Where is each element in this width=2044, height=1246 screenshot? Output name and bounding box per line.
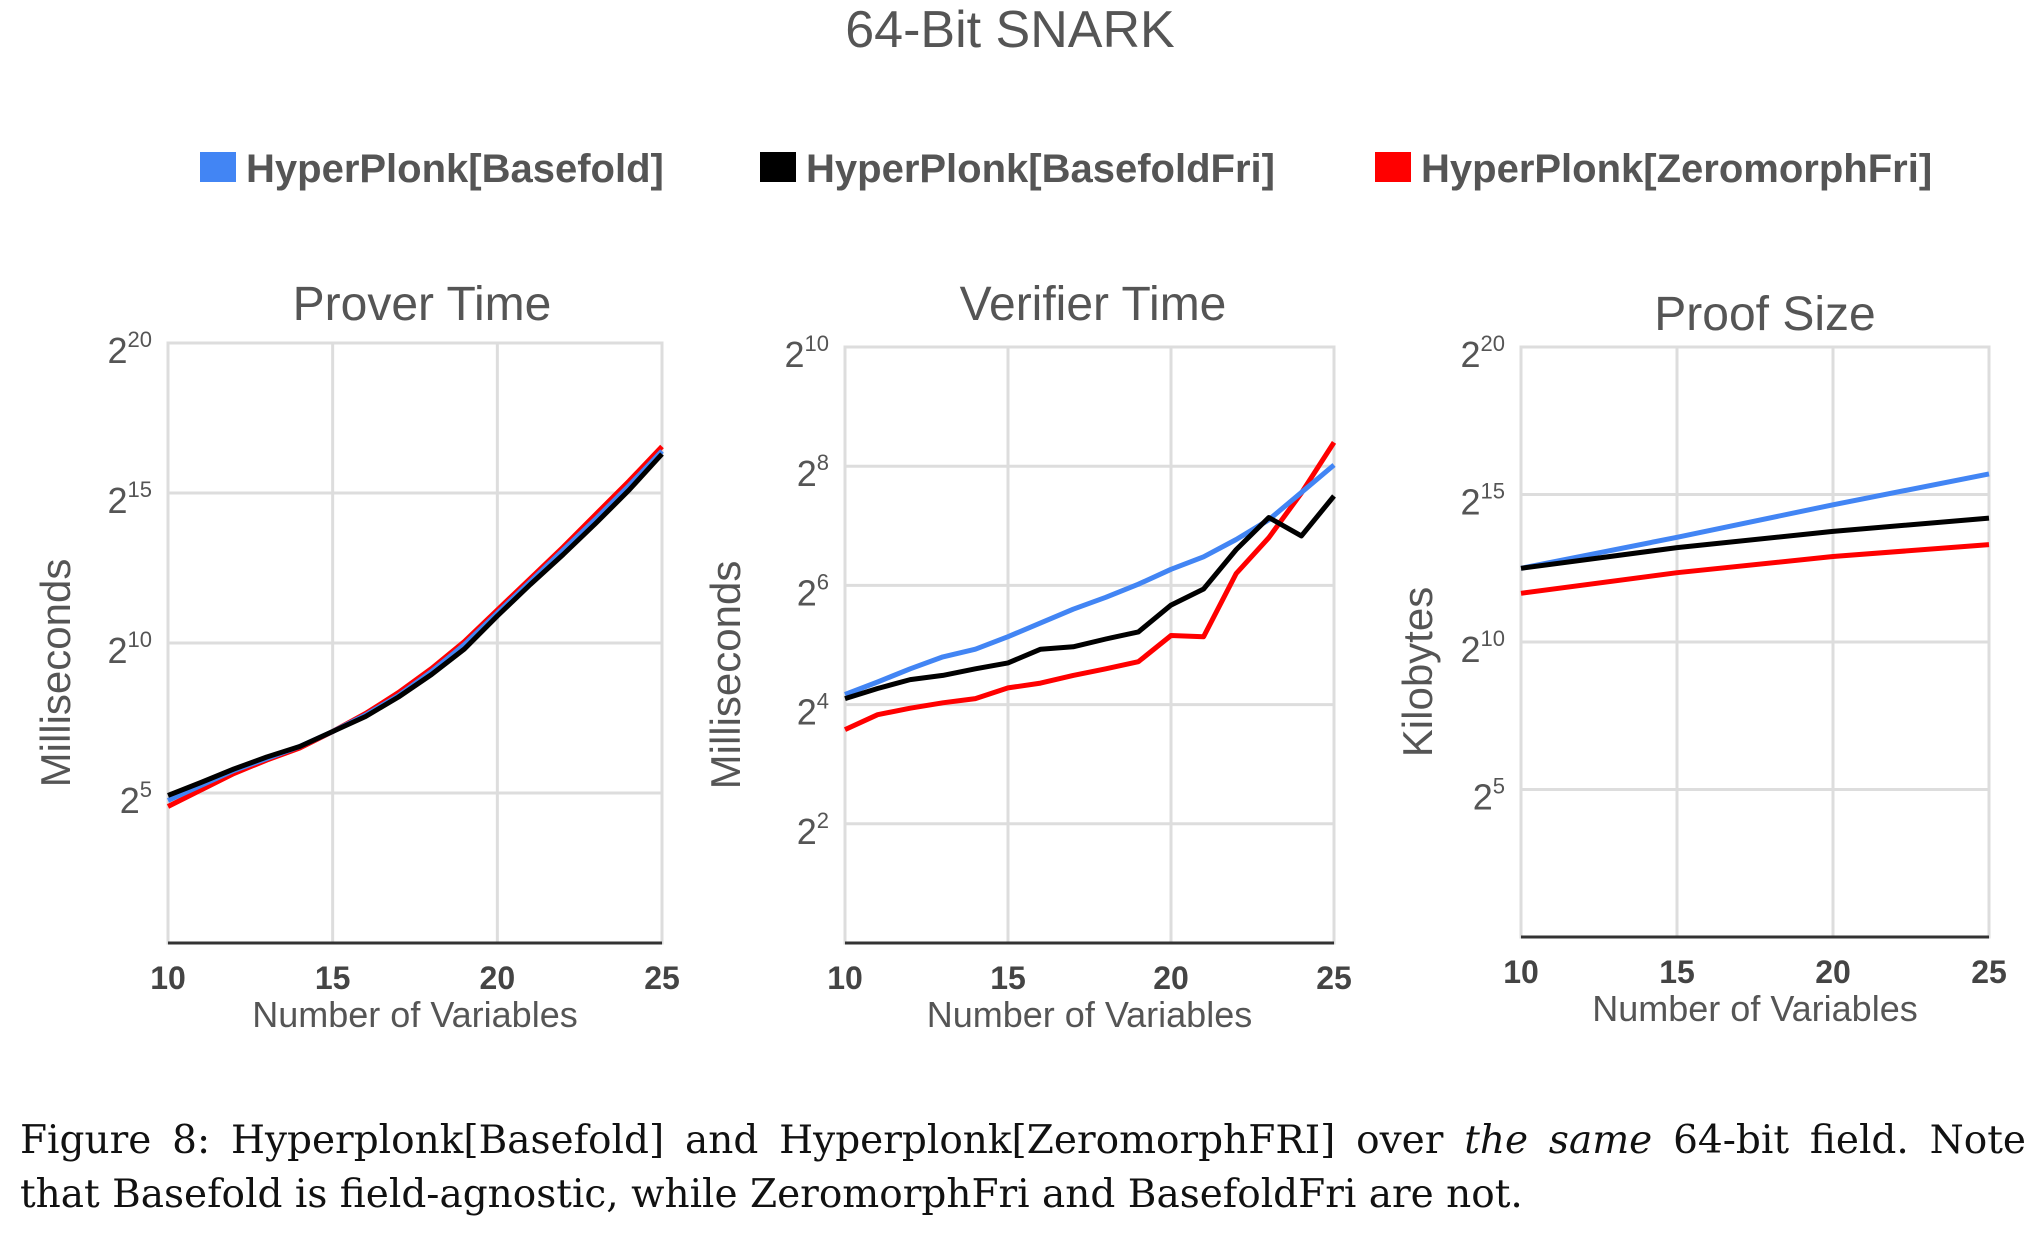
y-tick-label: 210 xyxy=(107,627,152,671)
y-tick-label: 25 xyxy=(1473,774,1505,818)
series-line-hyperplonk-zeromorphfri xyxy=(1520,542,1990,596)
y-tick-base: 2 xyxy=(1460,482,1480,523)
chart-title: Prover Time xyxy=(293,278,552,331)
y-tick-base: 2 xyxy=(797,453,817,494)
y-tick-exponent: 15 xyxy=(128,477,152,502)
chart-title: Proof Size xyxy=(1654,288,1875,341)
chart-title: Verifier Time xyxy=(960,278,1227,331)
figure-caption-line-1: Figure 8: Hyperplonk[Basefold] and Hyper… xyxy=(20,1118,2026,1163)
x-tick-label: 10 xyxy=(1503,954,1539,990)
legend-label: HyperPlonk[BasefoldFri] xyxy=(806,147,1275,191)
y-tick-exponent: 10 xyxy=(1481,626,1505,651)
caption-text: Figure 8: Hyperplonk[Basefold] and Hyper… xyxy=(20,1118,1465,1163)
y-tick-exponent: 20 xyxy=(1481,331,1505,356)
figure-title: 64-Bit SNARK xyxy=(845,1,1175,59)
y-tick-exponent: 4 xyxy=(817,689,829,714)
legend-swatch xyxy=(760,152,796,182)
x-tick-label: 15 xyxy=(1659,954,1695,990)
x-tick-label: 25 xyxy=(644,960,680,996)
x-tick-label: 25 xyxy=(1971,954,2007,990)
x-tick-label: 10 xyxy=(150,960,186,996)
y-tick-base: 2 xyxy=(1460,334,1480,375)
series-line-hyperplonk-basefoldfri xyxy=(844,494,1336,701)
x-tick-label: 20 xyxy=(1815,954,1851,990)
legend-swatch xyxy=(1375,152,1411,182)
y-tick-base: 2 xyxy=(797,692,817,733)
x-axis-label: Number of Variables xyxy=(1592,988,1917,1029)
y-tick-exponent: 2 xyxy=(817,808,829,833)
y-tick-label: 210 xyxy=(1460,626,1505,670)
series-line-hyperplonk-basefoldfri xyxy=(167,452,664,798)
y-tick-base: 2 xyxy=(797,572,817,613)
y-tick-exponent: 10 xyxy=(128,627,152,652)
y-axis-label: Milliseconds xyxy=(32,559,79,788)
x-axis-label: Number of Variables xyxy=(927,994,1252,1035)
y-tick-label: 25 xyxy=(120,777,152,821)
y-tick-base: 2 xyxy=(107,480,127,521)
series-line-hyperplonk-basefold xyxy=(166,449,664,803)
y-tick-label: 215 xyxy=(107,477,152,521)
legend-label: HyperPlonk[ZeromorphFri] xyxy=(1421,147,1932,191)
legend-item: HyperPlonk[ZeromorphFri] xyxy=(1375,147,1932,191)
y-tick-exponent: 5 xyxy=(1493,774,1505,799)
legend-label: HyperPlonk[Basefold] xyxy=(246,147,664,191)
legend-swatch xyxy=(200,152,236,182)
x-tick-label: 25 xyxy=(1316,960,1352,996)
y-tick-label: 210 xyxy=(784,331,829,375)
series-line-hyperplonk-basefold xyxy=(1520,471,1990,571)
caption-text: 64-bit field. Note xyxy=(1652,1118,2026,1163)
y-tick-label: 220 xyxy=(107,327,152,371)
y-tick-label: 28 xyxy=(797,450,829,494)
y-axis-label: Kilobytes xyxy=(1394,587,1441,757)
y-tick-exponent: 10 xyxy=(805,331,829,356)
x-tick-label: 15 xyxy=(315,960,351,996)
y-tick-base: 2 xyxy=(1460,629,1480,670)
y-tick-base: 2 xyxy=(107,330,127,371)
x-tick-label: 10 xyxy=(827,960,863,996)
legend: HyperPlonk[Basefold] HyperPlonk[BasefoldF… xyxy=(200,147,1932,191)
x-axis-label: Number of Variables xyxy=(252,994,577,1035)
y-tick-label: 24 xyxy=(797,689,829,733)
y-axis-label: Milliseconds xyxy=(702,561,749,790)
series-line-hyperplonk-zeromorphfri xyxy=(166,444,664,809)
y-tick-exponent: 15 xyxy=(1481,479,1505,504)
series-line-hyperplonk-basefold xyxy=(844,463,1336,697)
series-line-hyperplonk-zeromorphfri xyxy=(843,441,1337,732)
y-tick-exponent: 5 xyxy=(140,777,152,802)
y-tick-base: 2 xyxy=(107,630,127,671)
legend-item: HyperPlonk[Basefold] xyxy=(200,147,664,191)
y-tick-exponent: 6 xyxy=(817,569,829,594)
y-tick-exponent: 20 xyxy=(128,327,152,352)
y-tick-label: 26 xyxy=(797,569,829,613)
x-tick-label: 15 xyxy=(990,960,1026,996)
y-tick-base: 2 xyxy=(784,334,804,375)
figure-caption-line-2: that Basefold is field-agnostic, while Z… xyxy=(20,1172,1523,1217)
y-tick-label: 220 xyxy=(1460,331,1505,375)
y-tick-label: 22 xyxy=(797,808,829,852)
y-tick-base: 2 xyxy=(120,780,140,821)
y-tick-base: 2 xyxy=(1473,777,1493,818)
y-tick-base: 2 xyxy=(797,811,817,852)
x-tick-label: 20 xyxy=(480,960,516,996)
series-line-hyperplonk-basefoldfri xyxy=(1520,515,1990,571)
caption-emphasis: the same xyxy=(1464,1118,1653,1163)
y-tick-exponent: 8 xyxy=(817,450,829,475)
x-tick-label: 20 xyxy=(1153,960,1189,996)
legend-item: HyperPlonk[BasefoldFri] xyxy=(760,147,1275,191)
y-tick-label: 215 xyxy=(1460,479,1505,523)
